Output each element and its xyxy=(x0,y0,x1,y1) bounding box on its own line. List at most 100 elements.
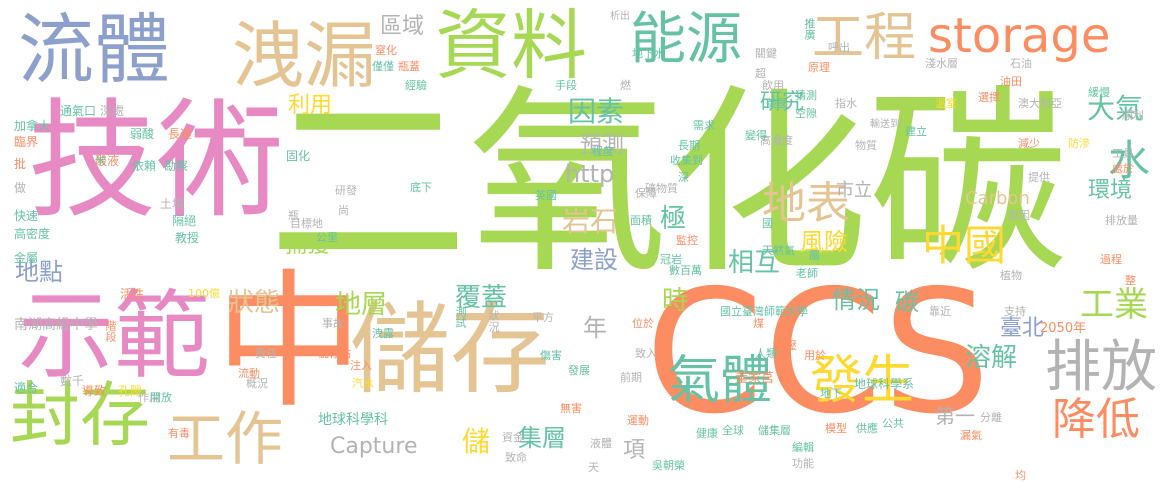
cloud-word: 深處 xyxy=(100,104,125,118)
cloud-word: 狀況 xyxy=(487,310,500,332)
cloud-word: 功能 xyxy=(792,457,814,470)
cloud-word: 地下水 xyxy=(632,47,665,60)
cloud-word: 概況 xyxy=(246,377,268,390)
cloud-word: 氣體 xyxy=(668,351,773,411)
cloud-word: 排放量 xyxy=(1105,214,1138,227)
cloud-word: 固化 xyxy=(286,149,311,163)
cloud-word: 資金 xyxy=(502,431,524,444)
cloud-word: 底下 xyxy=(410,181,432,194)
cloud-word: 降低 xyxy=(1052,394,1140,445)
cloud-word: 階段 xyxy=(104,320,117,342)
cloud-word: 地點 xyxy=(15,258,63,286)
cloud-word: 公共 xyxy=(882,417,904,430)
cloud-word: 高密度 xyxy=(14,227,51,241)
cloud-word: 油田 xyxy=(1000,75,1022,88)
cloud-word: 高壓 xyxy=(775,339,797,352)
cloud-word: 快速 xyxy=(14,209,39,223)
cloud-word: 溫室 xyxy=(935,97,957,110)
cloud-word: 運動 xyxy=(627,414,649,427)
cloud-word: 市立 xyxy=(836,180,872,201)
cloud-word: 示範 xyxy=(18,280,210,392)
cloud-word: 天 xyxy=(588,461,599,474)
cloud-word: 批 xyxy=(14,157,27,171)
cloud-word: 建立 xyxy=(905,125,927,138)
cloud-word: 空隙 xyxy=(795,107,817,120)
cloud-word: 責任 xyxy=(255,347,277,360)
cloud-word: 相互 xyxy=(728,248,781,278)
cloud-word: 位於 xyxy=(632,317,654,330)
cloud-word: 瓶 xyxy=(288,209,299,222)
cloud-word: 超 xyxy=(755,67,766,80)
cloud-word: 流體 xyxy=(18,5,170,94)
cloud-word: 董家莒 xyxy=(735,371,775,386)
cloud-word: 中 xyxy=(215,256,363,428)
cloud-word: 漏氣 xyxy=(960,429,982,442)
cloud-word: 屬 xyxy=(809,249,820,262)
cloud-word: 地表 xyxy=(762,178,850,229)
cloud-word: 酸液 xyxy=(95,154,120,168)
cloud-word: 推廣 xyxy=(803,18,816,40)
cloud-word: 流動 xyxy=(238,367,260,380)
cloud-word: 淺水層 xyxy=(925,57,958,70)
cloud-word: 儲存 xyxy=(350,291,550,408)
cloud-word: 封存 xyxy=(10,374,150,456)
cloud-word: 變得 xyxy=(745,129,767,142)
cloud-word: 洩漏 xyxy=(232,14,377,98)
cloud-word: Capture xyxy=(330,434,418,459)
cloud-word: 項 xyxy=(623,438,646,463)
cloud-word: 臨界 xyxy=(14,135,39,149)
cloud-word: 目標地 xyxy=(290,217,323,230)
cloud-word: 工作 xyxy=(167,405,284,473)
cloud-word: 利用 xyxy=(288,93,333,118)
cloud-word: 供應 xyxy=(856,422,878,435)
cloud-word: 年 xyxy=(583,314,607,342)
cloud-word: 適合 xyxy=(14,381,39,395)
cloud-word: 經驗 xyxy=(405,79,427,92)
cloud-word: 美國 xyxy=(766,97,788,110)
cloud-word: 長期 xyxy=(678,139,700,152)
cloud-word: CCS xyxy=(645,254,991,452)
cloud-word: 米 xyxy=(95,154,106,167)
cloud-word: 物質 xyxy=(855,139,877,152)
cloud-word: 需求 xyxy=(693,119,715,132)
cloud-word: 開放 xyxy=(150,391,172,404)
cloud-word: 深 xyxy=(678,171,689,184)
cloud-word: Carbon xyxy=(965,188,1030,209)
cloud-word: 地層 xyxy=(335,290,388,320)
cloud-word: 地下 xyxy=(820,387,842,400)
cloud-word: 指水 xyxy=(835,97,857,110)
cloud-word: 程度 xyxy=(592,145,614,158)
cloud-word: 弱酸 xyxy=(130,127,155,141)
cloud-word: 測試 xyxy=(454,306,467,328)
cloud-word: 僅僅 xyxy=(372,60,394,73)
cloud-word: 高濃度 xyxy=(760,134,793,147)
cloud-word: 液體 xyxy=(590,437,612,450)
cloud-word: 編輯 xyxy=(792,441,814,454)
cloud-word: 瓶蓋 xyxy=(398,60,420,73)
cloud-word: 溶解 xyxy=(965,343,1018,373)
cloud-word: 金屬 xyxy=(14,251,39,265)
cloud-word: 極 xyxy=(660,204,687,234)
cloud-word: 建設 xyxy=(570,246,618,274)
cloud-word: 有毒 xyxy=(168,427,190,440)
cloud-word: 事故 xyxy=(322,317,344,330)
cloud-word: 地球科學系 xyxy=(854,377,915,391)
cloud-word: 發生 xyxy=(810,351,915,411)
cloud-word: 水 xyxy=(1108,136,1151,185)
cloud-word: 植物 xyxy=(1000,269,1022,282)
cloud-word: 原理 xyxy=(808,61,830,74)
cloud-word: 天然氣 xyxy=(762,244,795,257)
cloud-word: 汽水 xyxy=(352,377,374,390)
cloud-word: 澳大利亞 xyxy=(1018,97,1062,110)
cloud-word: 飲用 xyxy=(762,79,784,92)
cloud-word: 呼出 xyxy=(828,41,850,54)
cloud-word: 教授 xyxy=(175,231,200,245)
cloud-word: 狀態 xyxy=(228,288,281,318)
cloud-word: 數千 xyxy=(60,374,85,388)
cloud-word: 老師 xyxy=(796,267,818,280)
cloud-word: 處於 xyxy=(1112,162,1134,175)
cloud-word: 碳 xyxy=(895,288,919,316)
cloud-word: 選擇 xyxy=(978,91,1000,104)
cloud-word: 覆蓋 xyxy=(455,283,508,313)
cloud-word: 分離 xyxy=(980,411,1002,424)
